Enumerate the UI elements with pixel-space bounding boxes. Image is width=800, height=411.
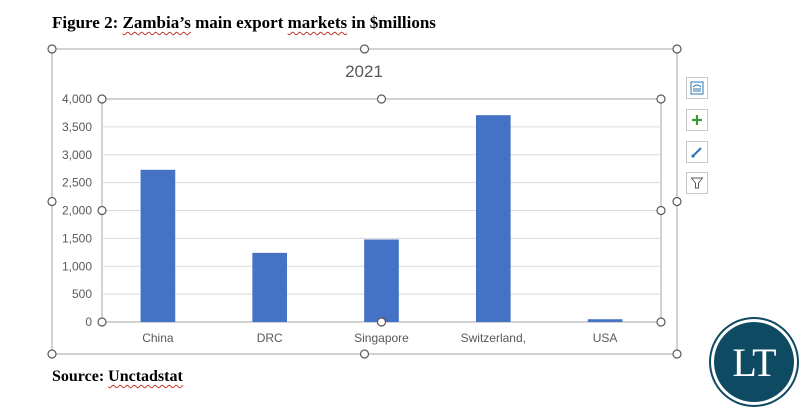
bar-china[interactable]	[140, 169, 176, 322]
x-tick-label: USA	[593, 331, 618, 345]
y-tick-label: 0	[85, 315, 92, 329]
resize-handle[interactable]	[656, 94, 666, 104]
bars[interactable]	[140, 115, 623, 322]
chart-filters-icon[interactable]	[686, 172, 708, 194]
bar-drc[interactable]	[252, 252, 288, 322]
resize-handle[interactable]	[672, 349, 682, 359]
y-tick-label: 2,500	[62, 176, 92, 190]
source-value: Unctadstat	[108, 368, 183, 385]
resize-handle[interactable]	[376, 317, 387, 327]
y-tick-label: 3,000	[62, 148, 92, 162]
y-tick-label: 500	[72, 287, 92, 301]
x-tick-label: Singapore	[354, 331, 409, 345]
resize-handle[interactable]	[47, 44, 57, 54]
bar-singapore[interactable]	[364, 239, 399, 322]
heading-word-zambias: Zambia’s	[122, 13, 191, 32]
resize-handle[interactable]	[359, 349, 370, 359]
layout-options-icon[interactable]	[686, 77, 708, 99]
resize-handle[interactable]	[47, 349, 57, 359]
x-tick-label: DRC	[257, 331, 283, 345]
heading-suffix: in $millions	[347, 13, 436, 32]
resize-handle[interactable]	[97, 205, 107, 216]
chart-styles-icon[interactable]	[686, 141, 708, 163]
y-tick-label: 4,000	[62, 92, 92, 106]
source-caption: Source: Unctadstat	[52, 368, 183, 386]
resize-handle[interactable]	[359, 44, 370, 54]
y-axis-ticks: 0 500 1,000 1,500 2,000 2,500 3,000 3,500 4,000	[62, 92, 92, 329]
x-tick-label: China	[142, 331, 174, 345]
heading-word-markets: markets	[287, 13, 348, 32]
resize-handle[interactable]	[656, 317, 666, 327]
resize-handle[interactable]	[97, 94, 107, 104]
source-label: Source:	[52, 368, 109, 385]
resize-handle[interactable]	[672, 44, 682, 54]
resize-handle[interactable]	[656, 205, 666, 216]
logo-text: LT	[732, 339, 776, 385]
y-tick-label: 2,000	[62, 204, 92, 218]
y-tick-label: 3,500	[62, 120, 92, 134]
heading-middle: main export	[190, 13, 288, 32]
bar-usa[interactable]	[587, 319, 623, 322]
resize-handle[interactable]	[97, 317, 107, 327]
x-tick-label: Switzerland,	[461, 331, 526, 345]
heading-prefix: Figure 2:	[52, 13, 123, 32]
resize-handle[interactable]	[376, 94, 387, 104]
chart-title[interactable]: 2021	[345, 62, 383, 81]
bar-switzerland[interactable]	[475, 115, 511, 322]
selection-handles[interactable]	[47, 44, 682, 359]
y-tick-label: 1,500	[62, 231, 92, 245]
lt-logo: LT	[714, 322, 794, 402]
figure-heading: Figure 2: Zambia’s main export markets i…	[52, 13, 436, 33]
chart-elements-icon[interactable]	[686, 109, 708, 131]
x-axis-labels: China DRC Singapore Switzerland, USA	[142, 331, 617, 345]
resize-handle[interactable]	[47, 196, 57, 207]
y-tick-label: 1,000	[62, 259, 92, 273]
resize-handle[interactable]	[672, 196, 682, 207]
